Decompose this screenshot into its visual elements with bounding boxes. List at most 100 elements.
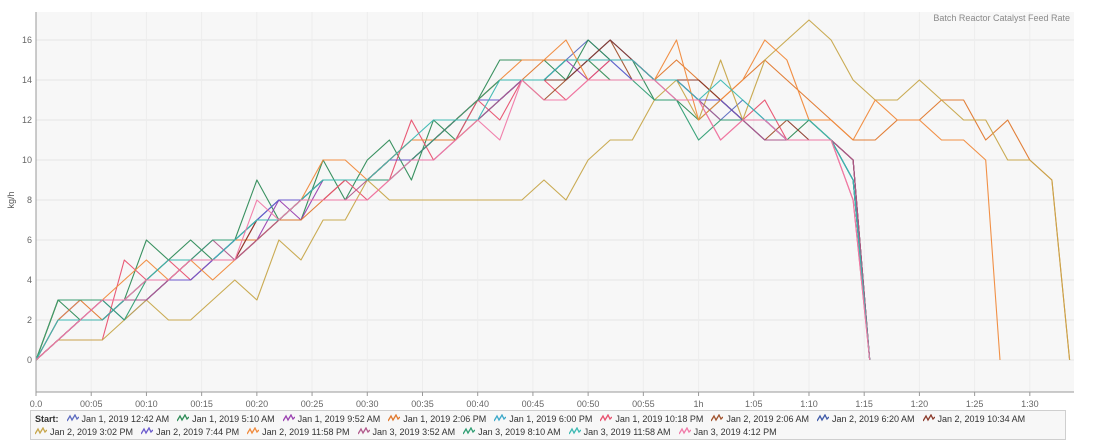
legend-item-label: Jan 3, 2019 11:58 AM	[583, 427, 671, 437]
legend-swatch-icon	[177, 414, 190, 422]
legend-swatch-icon	[282, 414, 295, 422]
legend-swatch-icon	[388, 414, 401, 422]
legend-item-label: Jan 1, 2019 9:52 AM	[297, 414, 381, 424]
legend-swatch-icon	[922, 414, 935, 422]
legend-item-label: Jan 2, 2019 3:02 PM	[50, 427, 134, 437]
legend-swatch-line	[141, 427, 154, 435]
x-tick-label: 00:25	[301, 399, 324, 409]
x-tick-label: 1:10	[800, 399, 818, 409]
legend-item-label: Jan 2, 2019 2:06 AM	[726, 414, 809, 424]
grid	[35, 12, 1074, 392]
series-line-11	[35, 39, 1001, 361]
legend-swatch-line	[388, 414, 401, 422]
legend-swatch-icon	[247, 427, 260, 435]
y-axis-label: kg/h	[6, 191, 16, 208]
legend-swatch-line	[600, 414, 613, 422]
legend-swatch-line	[711, 414, 724, 422]
legend-swatch-line	[66, 414, 79, 422]
legend-swatch-line	[463, 427, 476, 435]
x-tick-label: 00:05	[80, 399, 103, 409]
plot-background	[36, 12, 1074, 392]
legend-item-label: Jan 3, 2019 4:12 PM	[693, 427, 777, 437]
x-tick-label: 00:40	[466, 399, 489, 409]
legend-swatch-line	[282, 414, 295, 422]
legend-swatch-icon	[35, 427, 47, 435]
legend-item-label: Jan 1, 2019 5:10 AM	[192, 414, 275, 424]
legend-item[interactable]: Jan 2, 2019 6:20 AM	[816, 413, 915, 426]
legend-swatch-line	[247, 427, 260, 435]
legend-item-label: Jan 3, 2019 3:52 AM	[372, 427, 456, 437]
x-tick-label: 00:10	[135, 399, 158, 409]
legend-item[interactable]: Jan 1, 2019 10:18 PM	[600, 413, 703, 426]
line-chart: 0 2 4 6 8 10 12 14 16 0.0 00:05 00:10 00:15 00:20 00:2…	[6, 12, 1074, 409]
y-tick-label: 12	[22, 115, 32, 125]
legend-item-label: Jan 1, 2019 2:06 PM	[403, 414, 487, 424]
legend-item[interactable]: Jan 2, 2019 11:58 PM	[247, 426, 350, 439]
legend-item[interactable]: Jan 2, 2019 10:34 AM	[922, 413, 1025, 426]
x-tick-label: 00:15	[190, 399, 213, 409]
x-tick-label: 1:25	[966, 399, 984, 409]
x-tick-label: 00:35	[411, 399, 434, 409]
legend-swatch-icon	[494, 414, 507, 422]
legend-start-label: Start:	[35, 414, 59, 424]
legend-swatch-line	[35, 427, 47, 435]
axes: 0 2 4 6 8 10 12 14 16 0.0 00:05 00:10 00:15 00:20 00:2…	[22, 12, 1074, 409]
x-tick-label: 0.0	[30, 399, 43, 409]
legend-item-label: Jan 1, 2019 6:00 PM	[509, 414, 593, 424]
legend-swatch-icon	[568, 427, 581, 435]
legend-swatch-line	[816, 414, 829, 422]
y-tick-label: 4	[27, 275, 32, 285]
legend-item-label: Jan 1, 2019 12:42 AM	[81, 414, 170, 424]
legend-item-label: Jan 1, 2019 10:18 PM	[615, 414, 704, 424]
chart-title: Batch Reactor Catalyst Feed Rate	[933, 13, 1070, 23]
x-tick-label: 00:55	[632, 399, 655, 409]
legend-swatch-line	[357, 427, 370, 435]
legend-item-label: Jan 2, 2019 11:58 PM	[262, 427, 350, 437]
series-line-9	[35, 19, 1071, 361]
series-lines	[35, 19, 1071, 361]
legend-swatch-line	[922, 414, 935, 422]
legend-item[interactable]: Jan 1, 2019 9:52 AM	[282, 413, 381, 426]
legend-item[interactable]: Jan 2, 2019 3:02 PM	[35, 426, 133, 439]
x-tick-label: 1:30	[1021, 399, 1039, 409]
legend-swatch-line	[177, 414, 190, 422]
legend-item-label: Jan 3, 2019 8:10 AM	[478, 427, 561, 437]
x-tick-label: 00:45	[522, 399, 545, 409]
x-tick-label: 1h	[694, 399, 704, 409]
legend-swatch-icon	[141, 427, 154, 435]
legend-swatch-line	[568, 427, 581, 435]
legend-swatch-icon	[678, 427, 691, 435]
legend-item[interactable]: Jan 1, 2019 5:10 AM	[177, 413, 275, 426]
series-line-15	[35, 79, 871, 361]
legend-swatch-line	[494, 414, 507, 422]
legend-item[interactable]: Jan 3, 2019 3:52 AM	[357, 426, 456, 439]
legend-swatch-icon	[357, 427, 370, 435]
legend-swatch-icon	[600, 414, 613, 422]
x-tick-label: 00:50	[577, 399, 600, 409]
legend-swatch-icon	[711, 414, 724, 422]
legend: Start: Jan 1, 2019 12:42 AM Jan 1, 2019 5:…	[30, 410, 1066, 440]
y-tick-label: 14	[22, 75, 32, 85]
x-tick-label: 00:20	[246, 399, 269, 409]
y-tick-label: 16	[22, 35, 32, 45]
legend-item[interactable]: Jan 3, 2019 8:10 AM	[463, 426, 561, 439]
series-line-14	[35, 59, 871, 361]
legend-item[interactable]: Jan 1, 2019 2:06 PM	[388, 413, 486, 426]
legend-item[interactable]: Jan 2, 2019 2:06 AM	[711, 413, 809, 426]
x-tick-label: 1:05	[745, 399, 763, 409]
legend-item[interactable]: Jan 3, 2019 11:58 AM	[568, 426, 671, 439]
legend-swatch-line	[678, 427, 691, 435]
y-tick-label: 0	[27, 355, 32, 365]
legend-item[interactable]: Jan 2, 2019 7:44 PM	[141, 426, 239, 439]
legend-item[interactable]: Jan 1, 2019 12:42 AM	[66, 413, 170, 426]
x-tick-label: 00:30	[356, 399, 379, 409]
legend-item[interactable]: Jan 3, 2019 4:12 PM	[678, 426, 777, 439]
legend-swatch-icon	[816, 414, 829, 422]
legend-item-label: Jan 2, 2019 7:44 PM	[156, 427, 240, 437]
y-tick-label: 2	[27, 315, 32, 325]
y-tick-label: 6	[27, 235, 32, 245]
legend-item[interactable]: Jan 1, 2019 6:00 PM	[494, 413, 592, 426]
x-tick-label: 1:20	[911, 399, 929, 409]
legend-item-label: Jan 2, 2019 6:20 AM	[831, 414, 915, 424]
